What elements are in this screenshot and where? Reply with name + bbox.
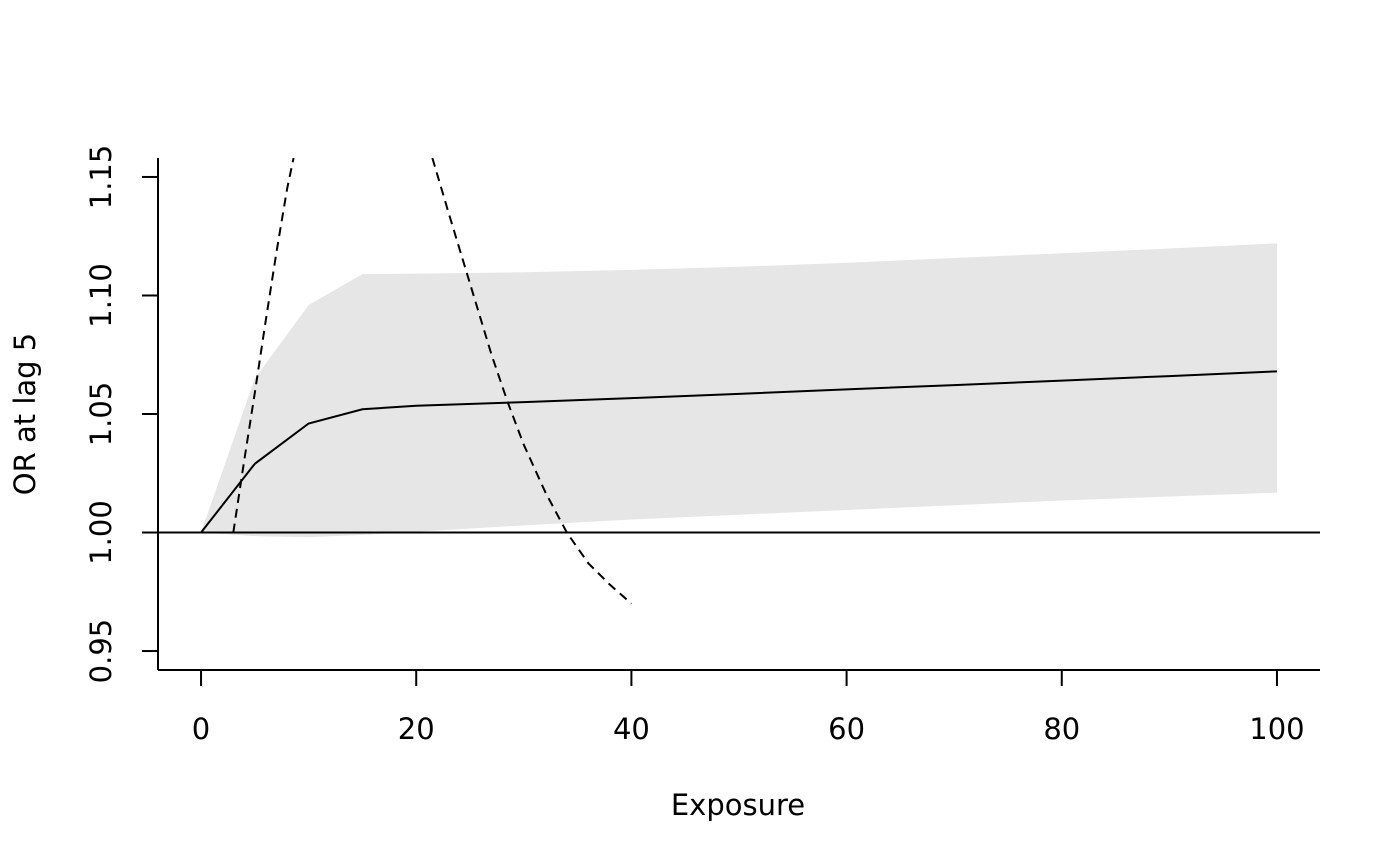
- x-tick-label: 60: [828, 712, 865, 746]
- y-tick-label: 1.00: [84, 500, 118, 565]
- x-axis-title: Exposure: [671, 788, 805, 822]
- axes: 0 20 40 60 80 100 0.95 1.00 1.05 1.10 1.15: [84, 145, 1320, 746]
- x-tick-label: 80: [1043, 712, 1080, 746]
- y-tick-label: 1.15: [84, 145, 118, 210]
- series-line-3: [431, 158, 633, 605]
- x-tick-label: 0: [192, 712, 210, 746]
- series-line-1: [200, 370, 1278, 534]
- series-line-2: [232, 158, 295, 533]
- y-tick-label: 0.95: [84, 619, 118, 684]
- y-axis-title: OR at lag 5: [8, 333, 42, 495]
- y-tick-label: 1.10: [84, 263, 118, 328]
- plot-area: [158, 158, 1320, 605]
- x-tick-label: 100: [1249, 712, 1304, 746]
- y-tick-label: 1.05: [84, 382, 118, 447]
- x-tick-label: 20: [398, 712, 435, 746]
- x-tick-label: 40: [613, 712, 650, 746]
- confidence-band: [201, 243, 1277, 538]
